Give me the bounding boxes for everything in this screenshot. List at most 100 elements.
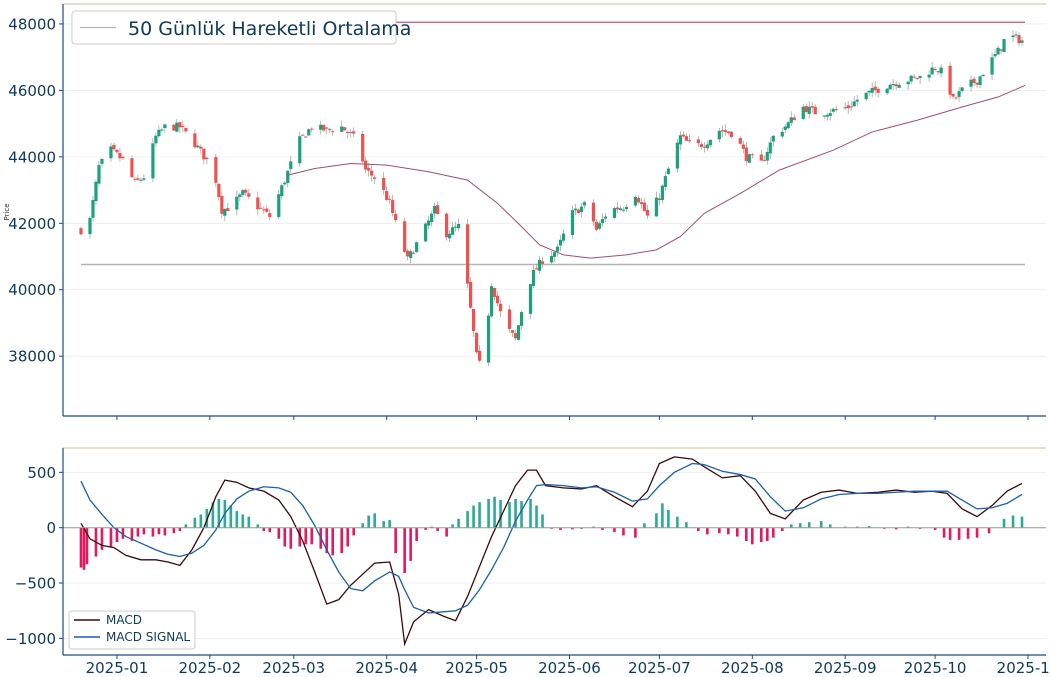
- candle-body: [265, 208, 269, 212]
- histogram-bar-positive: [1011, 515, 1015, 528]
- histogram-bar-negative: [918, 527, 922, 529]
- histogram-bar-negative: [727, 527, 730, 535]
- candle-down: [684, 133, 688, 141]
- candle-up: [993, 49, 997, 59]
- candle-down: [403, 217, 407, 254]
- histogram-bar-positive: [451, 524, 454, 528]
- candle-up: [768, 136, 772, 160]
- price-ytick-label: 46000: [8, 82, 56, 100]
- candle-up: [235, 190, 239, 216]
- histogram-bar-negative: [634, 527, 637, 538]
- macd-signal-legend-label: MACD SIGNAL: [106, 630, 190, 644]
- histogram-bar-negative: [415, 527, 418, 541]
- candle-down: [205, 157, 209, 165]
- candle-down: [247, 189, 251, 200]
- candle-body: [474, 332, 479, 353]
- candle-body: [217, 183, 221, 198]
- candle-up: [486, 312, 491, 366]
- candle-down: [1017, 32, 1021, 47]
- candle-body: [876, 88, 880, 93]
- candle-body: [259, 207, 263, 209]
- candle-down: [474, 332, 479, 354]
- candle-down: [471, 308, 476, 337]
- candle-body: [510, 330, 515, 333]
- candle-body: [633, 196, 638, 206]
- candle-up: [325, 126, 329, 135]
- candle-up: [552, 250, 557, 263]
- candle-up: [409, 249, 413, 264]
- candle-up: [990, 52, 994, 80]
- candle-up: [828, 108, 832, 121]
- candle-body: [663, 176, 667, 187]
- candle-body: [310, 128, 314, 130]
- candle-up: [433, 202, 437, 219]
- candle-body: [891, 83, 895, 86]
- candle-body: [957, 91, 961, 97]
- xtick-label: 2025-01: [86, 659, 149, 677]
- candle-body: [552, 252, 557, 257]
- histogram-bar-negative: [331, 527, 335, 556]
- candle-body: [990, 57, 994, 75]
- macd-ytick-label: 0: [46, 519, 56, 537]
- histogram-bar-positive: [217, 498, 221, 528]
- candle-down: [492, 287, 497, 301]
- candle-up: [927, 70, 931, 82]
- candle-up: [660, 184, 664, 204]
- histogram-bar-positive: [1002, 518, 1006, 528]
- histogram-bar-negative: [580, 527, 583, 529]
- xtick-label: 2025-08: [721, 659, 784, 677]
- candle-down: [759, 149, 763, 161]
- histogram-bar-negative: [352, 527, 356, 536]
- candle-down: [750, 152, 754, 159]
- candle-down: [495, 291, 500, 307]
- candle-down: [265, 205, 269, 213]
- candle-up: [765, 147, 769, 165]
- candle-up: [415, 241, 419, 254]
- candle-body: [427, 220, 431, 226]
- candle-body: [370, 170, 374, 176]
- candle-down: [349, 129, 353, 138]
- candle-body: [906, 81, 910, 85]
- candle-down: [256, 191, 260, 216]
- candle-body: [993, 54, 997, 57]
- candle-down: [79, 226, 83, 236]
- candle-body: [465, 224, 470, 284]
- candle-up: [666, 166, 670, 175]
- candle-down: [115, 148, 119, 155]
- candle-body: [834, 109, 838, 111]
- histogram-bar-negative: [151, 527, 155, 537]
- candle-body: [582, 202, 587, 206]
- candle-up: [579, 202, 584, 218]
- candle-body: [765, 152, 769, 161]
- candle-body: [343, 127, 347, 131]
- candle-down: [576, 208, 581, 214]
- histogram-bar-negative: [394, 527, 397, 554]
- candle-body: [394, 213, 398, 221]
- price-ytick-label: 40000: [8, 281, 56, 299]
- histogram-bar-positive: [798, 523, 802, 528]
- candle-down: [954, 96, 958, 100]
- candle-body: [367, 168, 371, 171]
- candle-up: [451, 221, 455, 236]
- candle-down: [214, 153, 218, 187]
- candle-body: [561, 233, 566, 241]
- candle-up: [88, 216, 92, 239]
- candle-up: [807, 101, 811, 119]
- candle-body: [498, 303, 503, 312]
- candle-body: [513, 333, 518, 339]
- candle-body: [430, 213, 434, 223]
- candle-body: [570, 210, 575, 235]
- candle-body: [1017, 35, 1021, 44]
- candle-body: [247, 193, 251, 197]
- histogram-bar-negative: [346, 527, 350, 547]
- candle-up: [298, 131, 302, 167]
- candle-body: [915, 77, 919, 79]
- candle-down: [328, 127, 332, 134]
- candle-down: [804, 103, 808, 113]
- candle-up: [307, 128, 311, 137]
- candle-body: [726, 131, 730, 134]
- candle-down: [636, 195, 641, 204]
- candle-body: [978, 76, 982, 86]
- histogram-bar-positive: [535, 505, 538, 528]
- candle-down: [136, 175, 140, 181]
